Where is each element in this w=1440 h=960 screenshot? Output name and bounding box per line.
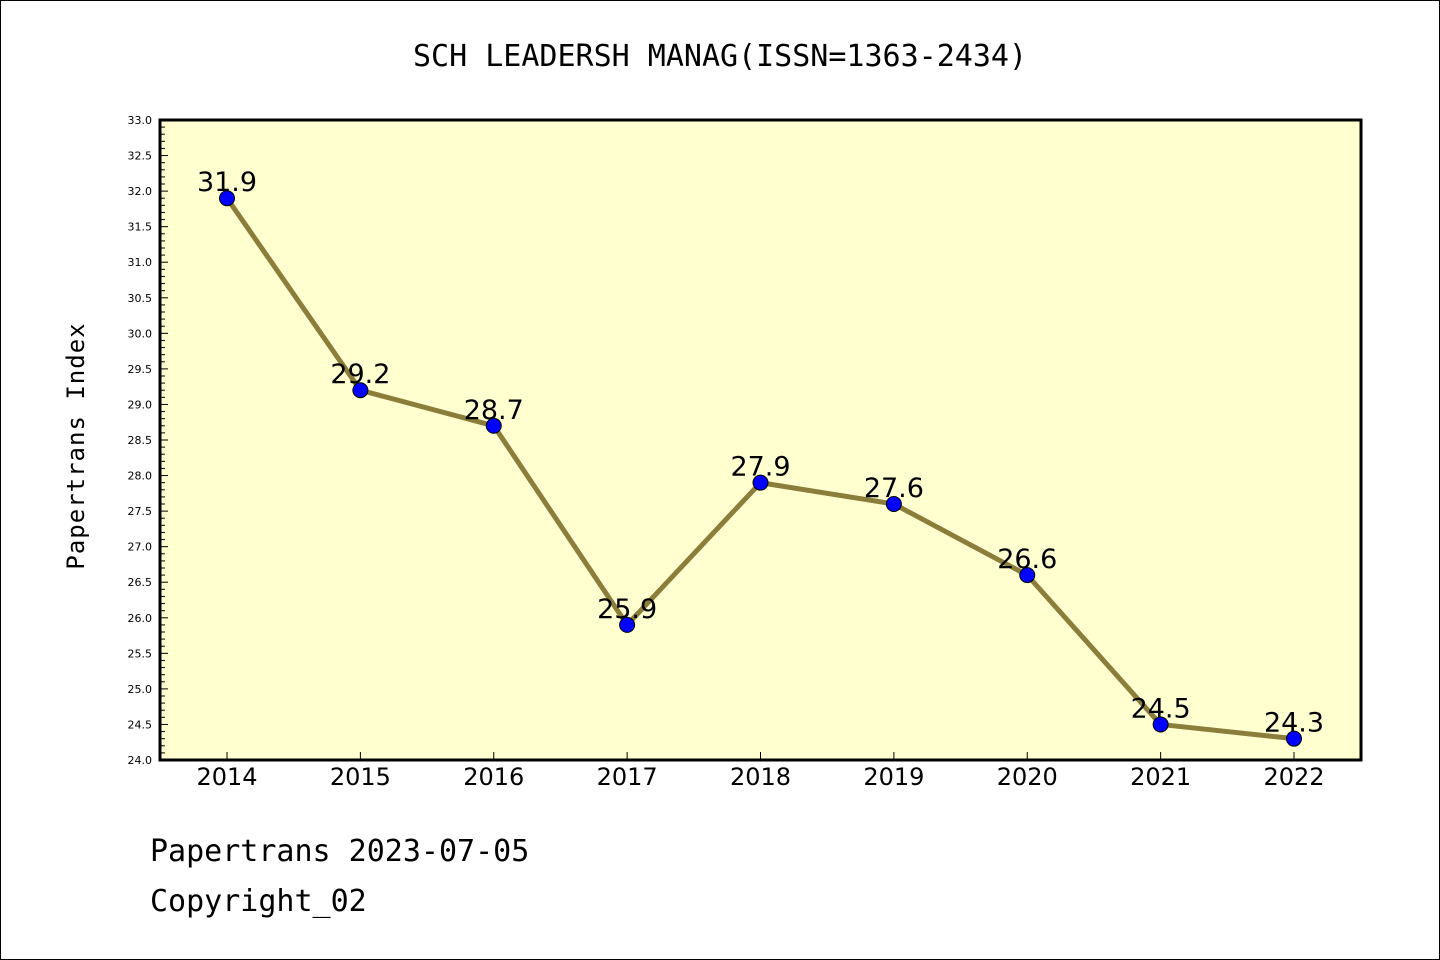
y-tick-label: 32.0	[128, 185, 153, 198]
series-line-group	[219, 190, 1302, 747]
data-point	[219, 190, 235, 207]
data-label: 26.6	[997, 544, 1057, 575]
footer-date: Papertrans 2023-07-05	[150, 834, 530, 869]
data-point	[352, 382, 369, 399]
y-tick-label: 27.0	[128, 541, 153, 554]
y-axis-label: Papertrans Index	[62, 322, 90, 569]
data-label: 24.5	[1131, 693, 1191, 724]
data-point	[1152, 716, 1169, 733]
x-tick-label: 2014	[196, 763, 257, 791]
y-tick-label: 31.0	[128, 256, 153, 269]
y-tick-label: 25.0	[128, 683, 153, 696]
data-point	[885, 496, 902, 512]
x-tick-label: 2016	[463, 763, 524, 791]
data-point	[1286, 730, 1302, 747]
data-label: 29.2	[330, 359, 390, 390]
x-tick-label: 2015	[330, 763, 391, 791]
y-tick-label: 32.5	[128, 150, 153, 163]
y-tick-label: 33.0	[128, 114, 153, 127]
y-tick-label: 26.0	[128, 612, 153, 625]
data-label: 28.7	[464, 395, 524, 426]
data-label: 31.9	[197, 167, 257, 198]
y-tick-label: 24.5	[128, 718, 153, 731]
y-tick-label: 28.0	[128, 470, 153, 483]
y-tick-label: 31.5	[128, 221, 153, 234]
data-label: 27.9	[730, 452, 790, 483]
y-tick-label: 24.0	[128, 754, 153, 767]
data-point	[619, 616, 636, 633]
x-tick-label: 2021	[1130, 763, 1191, 791]
data-point	[1019, 567, 1036, 584]
y-tick-label: 26.5	[128, 576, 153, 589]
y-axis-ticks: 24.0 24.5 25.0 25.5 26.0 26.5 27.0 27.5 28.0 28.5…	[128, 114, 168, 767]
x-axis-ticks: 2014 2015 2016 2017 2018 2019 2020 2021 2022	[196, 752, 1325, 791]
y-tick-label: 30.0	[128, 327, 153, 340]
y-tick-label: 29.0	[128, 398, 153, 411]
x-tick-label: 2020	[997, 763, 1058, 791]
plot-area	[158, 118, 1363, 762]
data-point	[485, 417, 502, 434]
data-point	[752, 474, 769, 491]
x-tick-label: 2022	[1263, 763, 1324, 791]
y-tick-label: 28.5	[128, 434, 153, 447]
x-tick-label: 2018	[730, 763, 791, 791]
y-tick-label: 29.5	[128, 363, 153, 376]
data-label: 27.6	[864, 473, 924, 504]
y-tick-label: 27.5	[128, 505, 153, 518]
y-tick-label: 30.5	[128, 292, 153, 305]
data-label: 24.3	[1264, 708, 1324, 739]
x-tick-label: 2017	[597, 763, 658, 791]
chart-title: SCH LEADERSH MANAG(ISSN=1363-2434)	[413, 39, 1027, 74]
data-label: 25.9	[597, 594, 657, 625]
y-tick-label: 25.5	[128, 647, 153, 660]
footer-copyright: Copyright_02	[150, 884, 367, 919]
x-tick-label: 2019	[863, 763, 924, 791]
data-labels-group: 31.9 29.2 28.7 25.9 27.9 27.6 26.6 24.5 24.3	[197, 167, 1324, 738]
